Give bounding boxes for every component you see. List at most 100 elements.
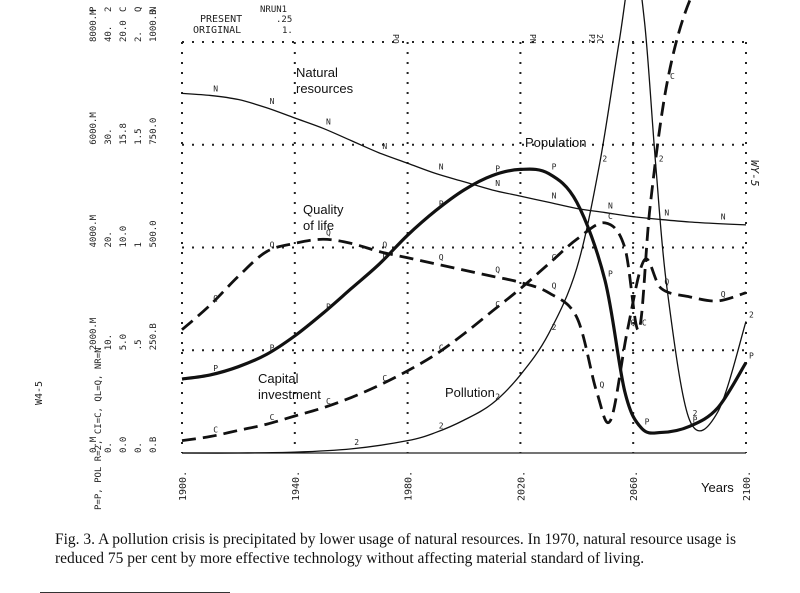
series-point-2: 2 [659, 154, 664, 163]
x-tick-label: 1980. [404, 471, 415, 501]
y-tick-label: .5 [134, 339, 144, 350]
series-line-Q [181, 237, 747, 424]
series-label: Capital [258, 371, 299, 386]
y-tick-label: 0.0 [119, 437, 129, 453]
series-label: Population [525, 135, 586, 150]
series-point-N: N [664, 209, 669, 218]
y-tick-label: 0.M [89, 436, 99, 453]
y-tick-label: 1.5 [134, 128, 144, 144]
series-point-Q: Q [439, 253, 444, 262]
y-tick-label: 2000.M [89, 317, 99, 350]
series-label: Quality [303, 202, 344, 217]
y-tick-label: 20. [104, 231, 114, 247]
side-tag: W4-5 [34, 381, 45, 405]
series-point-N: N [552, 191, 557, 200]
y-tick-label: 20.0 [119, 20, 129, 42]
chart-grid [181, 41, 747, 453]
series-point-Q: Q [213, 294, 218, 303]
y-tick-label: 15.8 [119, 123, 129, 145]
series-point-C: C [382, 374, 387, 383]
y-tick-label: 0. [104, 442, 114, 453]
series-point-N: N [608, 202, 613, 211]
series-point-C: C [608, 212, 613, 221]
series-point-2: 2 [439, 421, 444, 430]
series-point-P: P [213, 364, 218, 373]
series-point-Q: Q [495, 265, 500, 274]
y-tick-label: 250.B [149, 323, 159, 350]
x-tick-label: 1940. [291, 471, 302, 501]
y-tick-label: 0.B [149, 437, 159, 453]
series-point-P: P [382, 253, 387, 262]
series-point-2: 2 [495, 393, 500, 402]
series-point-N: N [495, 179, 500, 188]
series-point-N: N [326, 117, 331, 126]
series-point-Q: Q [721, 290, 726, 299]
top-marker: PN [528, 34, 537, 44]
y-scale-code: Q [134, 7, 144, 12]
series-label: Natural [296, 65, 338, 80]
series-point-P: P [270, 343, 275, 352]
chart-axes: 1900. 1940. 1980. 2020. 2060. 2100. 0.M 2000.M 4… [89, 6, 753, 501]
series-point-Q: Q [382, 241, 387, 250]
y-tick-label: 10. [104, 334, 114, 350]
series-point-C: C [670, 72, 675, 81]
series-point-Q: Q [270, 241, 275, 250]
series-point-N: N [382, 142, 387, 151]
top-marker: 2C [595, 34, 604, 44]
figure-caption: Fig. 3. A pollution crisis is precipitat… [55, 531, 736, 567]
series-label: investment [258, 387, 321, 402]
top-marker: P2 [587, 34, 596, 44]
series-point-Q: Q [664, 278, 669, 287]
run-header: NRUN1 PRESENT .25 ORIGINAL 1. [193, 5, 293, 36]
x-tick-label: 1900. [178, 471, 189, 501]
series-point-C: C [439, 343, 444, 352]
series-point-C: C [642, 319, 647, 328]
series-point-2: 2 [354, 438, 359, 447]
series-point-2: 2 [749, 310, 754, 319]
series-point-P: P [552, 163, 557, 172]
series-line-C [181, 0, 692, 443]
y-tick-label: 1 [134, 242, 144, 247]
y-tick-label: 2. [134, 31, 144, 42]
y-tick-label: 5.0 [119, 334, 129, 350]
y-scale-code: N [149, 7, 159, 12]
chart-title-tag: WY-5 [748, 160, 761, 187]
series-point-C: C [495, 300, 500, 309]
series-point-P: P [608, 269, 613, 278]
series-point-N: N [213, 84, 218, 93]
y-tick-label: 40. [104, 26, 114, 42]
series-point-P: P [693, 415, 698, 424]
run-name: NRUN1 [260, 5, 287, 15]
x-tick-label: 2100. [742, 471, 753, 501]
series-point-Q: Q [631, 319, 636, 328]
y-scale-code: 2 [104, 7, 114, 12]
scale-legend: P=P, POL R=2, CI=C, QL=Q, NR=N [94, 347, 104, 510]
series-point-P: P [326, 302, 331, 311]
series-point-Q: Q [326, 228, 331, 237]
series-point-2: 2 [602, 154, 607, 163]
series-point-Q: Q [600, 380, 605, 389]
series-label: Pollution [445, 385, 495, 400]
series-point-P: P [645, 417, 650, 426]
series-point-P: P [439, 200, 444, 209]
series-line-N [181, 92, 747, 226]
top-marker: PQ [391, 34, 400, 44]
x-tick-label: 2020. [516, 471, 527, 501]
series-point-P: P [495, 165, 500, 174]
original-label: ORIGINAL [193, 25, 241, 36]
series-point-N: N [721, 213, 726, 222]
series-line-P [181, 167, 748, 435]
y-tick-label: 500.0 [149, 220, 159, 247]
y-scale-code: C [119, 7, 129, 12]
series-point-2: 2 [552, 323, 557, 332]
y-tick-label: 750.0 [149, 118, 159, 145]
series-point-C: C [552, 253, 557, 262]
series-point-C: C [326, 397, 331, 406]
series-label: resources [296, 81, 354, 96]
series-point-P: P [749, 352, 754, 361]
present-value: .25 [276, 15, 292, 25]
y-tick-label: 1000.B [149, 9, 159, 42]
x-axis-label: Years [701, 480, 734, 495]
